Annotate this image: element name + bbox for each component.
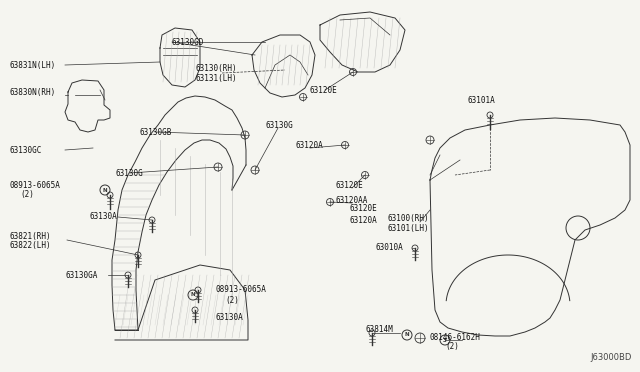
Text: 63130A: 63130A [215, 314, 243, 323]
Text: 63101A: 63101A [468, 96, 496, 105]
Text: N: N [191, 292, 195, 298]
Text: 08146-6162H: 08146-6162H [430, 333, 481, 341]
Text: 63130G: 63130G [115, 169, 143, 177]
Text: 63120AA: 63120AA [335, 196, 367, 205]
Text: 63814M: 63814M [365, 326, 393, 334]
Text: 63130GD: 63130GD [172, 38, 204, 46]
Text: 63821(RH): 63821(RH) [10, 231, 52, 241]
Text: J63000BD: J63000BD [591, 353, 632, 362]
Text: N: N [404, 333, 410, 337]
Text: 63101(LH): 63101(LH) [388, 224, 429, 232]
Text: 63131(LH): 63131(LH) [195, 74, 237, 83]
Text: 63120A: 63120A [350, 215, 378, 224]
Text: N: N [102, 187, 108, 192]
Text: 63100(RH): 63100(RH) [388, 214, 429, 222]
Text: 63831N(LH): 63831N(LH) [10, 61, 56, 70]
Text: (2): (2) [445, 343, 459, 352]
Text: 63120E: 63120E [335, 180, 363, 189]
Text: (2): (2) [20, 189, 34, 199]
Text: 63120E: 63120E [350, 203, 378, 212]
Text: 63010A: 63010A [375, 243, 403, 251]
Text: 3: 3 [443, 337, 447, 343]
Text: 63830N(RH): 63830N(RH) [10, 87, 56, 96]
Text: 63130GC: 63130GC [10, 145, 42, 154]
Text: 08913-6065A: 08913-6065A [215, 285, 266, 295]
Text: 63130G: 63130G [265, 121, 292, 129]
Text: (2): (2) [225, 295, 239, 305]
Text: 63130GB: 63130GB [140, 128, 172, 137]
Text: 63120A: 63120A [295, 141, 323, 150]
Text: 63822(LH): 63822(LH) [10, 241, 52, 250]
Text: 63130GA: 63130GA [65, 270, 97, 279]
Text: 08913-6065A: 08913-6065A [10, 180, 61, 189]
Text: 63120E: 63120E [310, 86, 338, 94]
Text: 63130(RH): 63130(RH) [195, 64, 237, 73]
Text: 63130A: 63130A [90, 212, 118, 221]
